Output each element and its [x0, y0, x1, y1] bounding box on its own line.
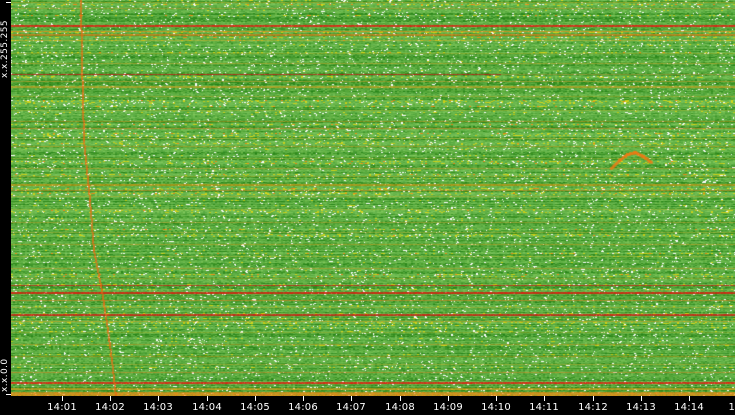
x-axis-label: 14:04: [192, 402, 222, 413]
x-axis-label: 14:10: [481, 402, 511, 413]
y-axis-label-bottom: x.x.0.0: [0, 358, 10, 393]
x-axis-tick: [448, 396, 449, 401]
x-axis-tick: [544, 396, 545, 401]
x-axis-tick: [158, 396, 159, 401]
x-axis-tick: [303, 396, 304, 401]
x-axis-tick: [351, 396, 352, 401]
x-axis-tick: [496, 396, 497, 401]
x-axis: 14:01 14:02 14:03 14:04 14:05 14:06 14:07 14:08…: [0, 396, 735, 415]
x-axis-tick: [110, 396, 111, 401]
x-axis-tick: [689, 396, 690, 401]
x-axis-label: 14:12: [578, 402, 608, 413]
x-axis-label: 14:11: [529, 402, 559, 413]
x-axis-label: 14:09: [433, 402, 463, 413]
y-axis: x.x.255.255 x.x.0.0: [0, 0, 11, 396]
heatmap-plot-area[interactable]: [11, 0, 735, 396]
x-axis-label: 14:01: [47, 402, 77, 413]
x-axis-label: 14:13: [626, 402, 656, 413]
x-axis-label: 14:08: [385, 402, 415, 413]
y-axis-tick-top: [6, 2, 11, 3]
x-axis-tick: [62, 396, 63, 401]
x-axis-tick: [593, 396, 594, 401]
x-axis-tick: [400, 396, 401, 401]
x-axis-tick: [207, 396, 208, 401]
y-axis-tick-bottom: [6, 394, 11, 395]
x-axis-label: 14: [728, 402, 735, 413]
x-axis-label: 14:03: [143, 402, 173, 413]
heatmap-canvas[interactable]: [11, 0, 735, 396]
x-axis-label: 14:06: [288, 402, 318, 413]
x-axis-label: 14:07: [336, 402, 366, 413]
x-axis-tick: [255, 396, 256, 401]
x-axis-label: 14:02: [95, 402, 125, 413]
x-axis-label: 14:14: [674, 402, 704, 413]
x-axis-tick: [641, 396, 642, 401]
x-axis-label: 14:05: [240, 402, 270, 413]
